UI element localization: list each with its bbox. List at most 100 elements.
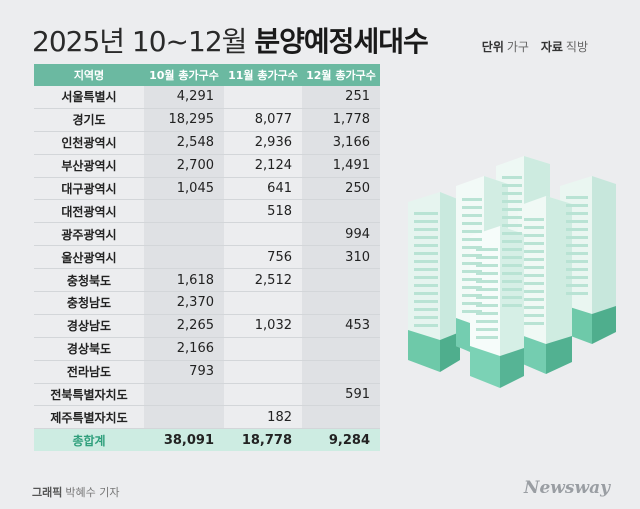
window-strip xyxy=(476,272,498,275)
window-strip xyxy=(414,252,438,255)
window-strip xyxy=(462,206,482,209)
oct-cell: 18,295 xyxy=(144,108,224,132)
window-strip xyxy=(476,280,498,283)
window-strip xyxy=(566,268,588,271)
dec-cell: 453 xyxy=(302,314,380,338)
region-cell: 전라남도 xyxy=(34,360,144,384)
window-strip xyxy=(502,208,522,211)
dec-cell: 310 xyxy=(302,245,380,270)
data-table: 지역명 10월 총가구수 11월 총가구수 12월 총가구수 서울특별시 4,29… xyxy=(34,64,380,452)
window-strip xyxy=(502,248,522,251)
window-strip xyxy=(462,278,482,281)
window-strip xyxy=(476,288,498,291)
page-title: 2025년 10~12월 분양예정세대수 xyxy=(32,20,429,60)
window-strip xyxy=(476,248,498,251)
dec-cell xyxy=(302,405,380,430)
window-strip xyxy=(524,314,544,317)
window-strip xyxy=(462,222,482,225)
window-strip xyxy=(414,308,438,311)
window-strip xyxy=(524,218,544,221)
oct-cell: 793 xyxy=(144,360,224,384)
window-strip xyxy=(414,284,438,287)
graphic-credit: 그래픽 박혜수 기자 xyxy=(32,484,119,500)
oct-cell xyxy=(144,405,224,430)
newsway-logo: Newsway xyxy=(523,478,610,498)
window-strip xyxy=(524,234,544,237)
window-strip xyxy=(524,274,544,277)
window-strip xyxy=(524,282,544,285)
nov-cell: 18,778 xyxy=(224,428,302,452)
credit-name: 박혜수 기자 xyxy=(65,486,120,499)
table-row: 충청북도 1,618 2,512 xyxy=(34,268,380,293)
oct-cell: 2,700 xyxy=(144,154,224,178)
window-strip xyxy=(462,310,482,313)
window-strip xyxy=(502,192,522,195)
window-strip xyxy=(462,214,482,217)
window-strip xyxy=(566,260,588,263)
window-strip xyxy=(476,336,498,339)
table-row: 대구광역시 1,045 641 250 xyxy=(34,177,380,201)
nov-cell: 2,124 xyxy=(224,154,302,178)
table-row: 광주광역시 994 xyxy=(34,222,380,247)
table-row: 전라남도 793 xyxy=(34,360,380,384)
nov-cell xyxy=(224,337,302,361)
window-strip xyxy=(524,242,544,245)
window-strip xyxy=(566,196,588,199)
unit-label: 단위 xyxy=(481,40,504,54)
region-cell: 총합계 xyxy=(34,428,144,452)
window-strip xyxy=(476,304,498,307)
building-mid-right xyxy=(518,196,572,374)
region-cell: 제주특별자치도 xyxy=(34,405,144,430)
table-row: 경상북도 2,166 xyxy=(34,337,380,361)
oct-cell: 2,166 xyxy=(144,337,224,361)
window-strip xyxy=(462,270,482,273)
window-strip xyxy=(566,228,588,231)
window-strip xyxy=(462,286,482,289)
header-region: 지역명 xyxy=(34,64,144,86)
window-strip xyxy=(414,220,438,223)
nov-cell: 182 xyxy=(224,405,302,430)
oct-cell: 2,548 xyxy=(144,131,224,155)
table-body: 서울특별시 4,291 251 경기도 18,295 8,077 1,778 인천광역시 2,5… xyxy=(34,86,380,452)
window-strip xyxy=(502,200,522,203)
window-strip xyxy=(476,320,498,323)
table-row: 경상남도 2,265 1,032 453 xyxy=(34,314,380,338)
dec-cell xyxy=(302,360,380,384)
nov-cell xyxy=(224,86,302,109)
window-strip xyxy=(414,324,438,327)
meta-info: 단위 가구 자료 직방 xyxy=(482,38,596,55)
window-strip xyxy=(566,220,588,223)
window-strip xyxy=(476,312,498,315)
window-strip xyxy=(414,260,438,263)
dec-cell xyxy=(302,268,380,293)
dec-cell: 1,491 xyxy=(302,154,380,178)
dec-cell xyxy=(302,291,380,315)
dec-cell xyxy=(302,199,380,224)
window-strip xyxy=(566,212,588,215)
window-strip xyxy=(524,258,544,261)
dec-cell: 250 xyxy=(302,177,380,201)
window-strip xyxy=(462,238,482,241)
header-dec: 12월 총가구수 xyxy=(302,64,380,86)
window-strip xyxy=(414,244,438,247)
window-strip xyxy=(502,224,522,227)
title-bold: 분양예정세대수 xyxy=(254,25,428,58)
region-cell: 서울특별시 xyxy=(34,86,144,109)
nov-cell: 1,032 xyxy=(224,314,302,338)
nov-cell: 518 xyxy=(224,199,302,224)
oct-cell: 1,045 xyxy=(144,177,224,201)
region-cell: 대구광역시 xyxy=(34,177,144,201)
region-cell: 대전광역시 xyxy=(34,199,144,224)
table-row: 인천광역시 2,548 2,936 3,166 xyxy=(34,131,380,155)
table-row: 경기도 18,295 8,077 1,778 xyxy=(34,108,380,132)
building-windows xyxy=(414,176,588,339)
region-cell: 부산광역시 xyxy=(34,154,144,178)
window-strip xyxy=(414,276,438,279)
nov-cell: 2,512 xyxy=(224,268,302,293)
oct-cell xyxy=(144,245,224,270)
window-strip xyxy=(462,302,482,305)
region-cell: 충청남도 xyxy=(34,291,144,315)
window-strip xyxy=(524,290,544,293)
window-strip xyxy=(414,228,438,231)
window-strip xyxy=(524,298,544,301)
